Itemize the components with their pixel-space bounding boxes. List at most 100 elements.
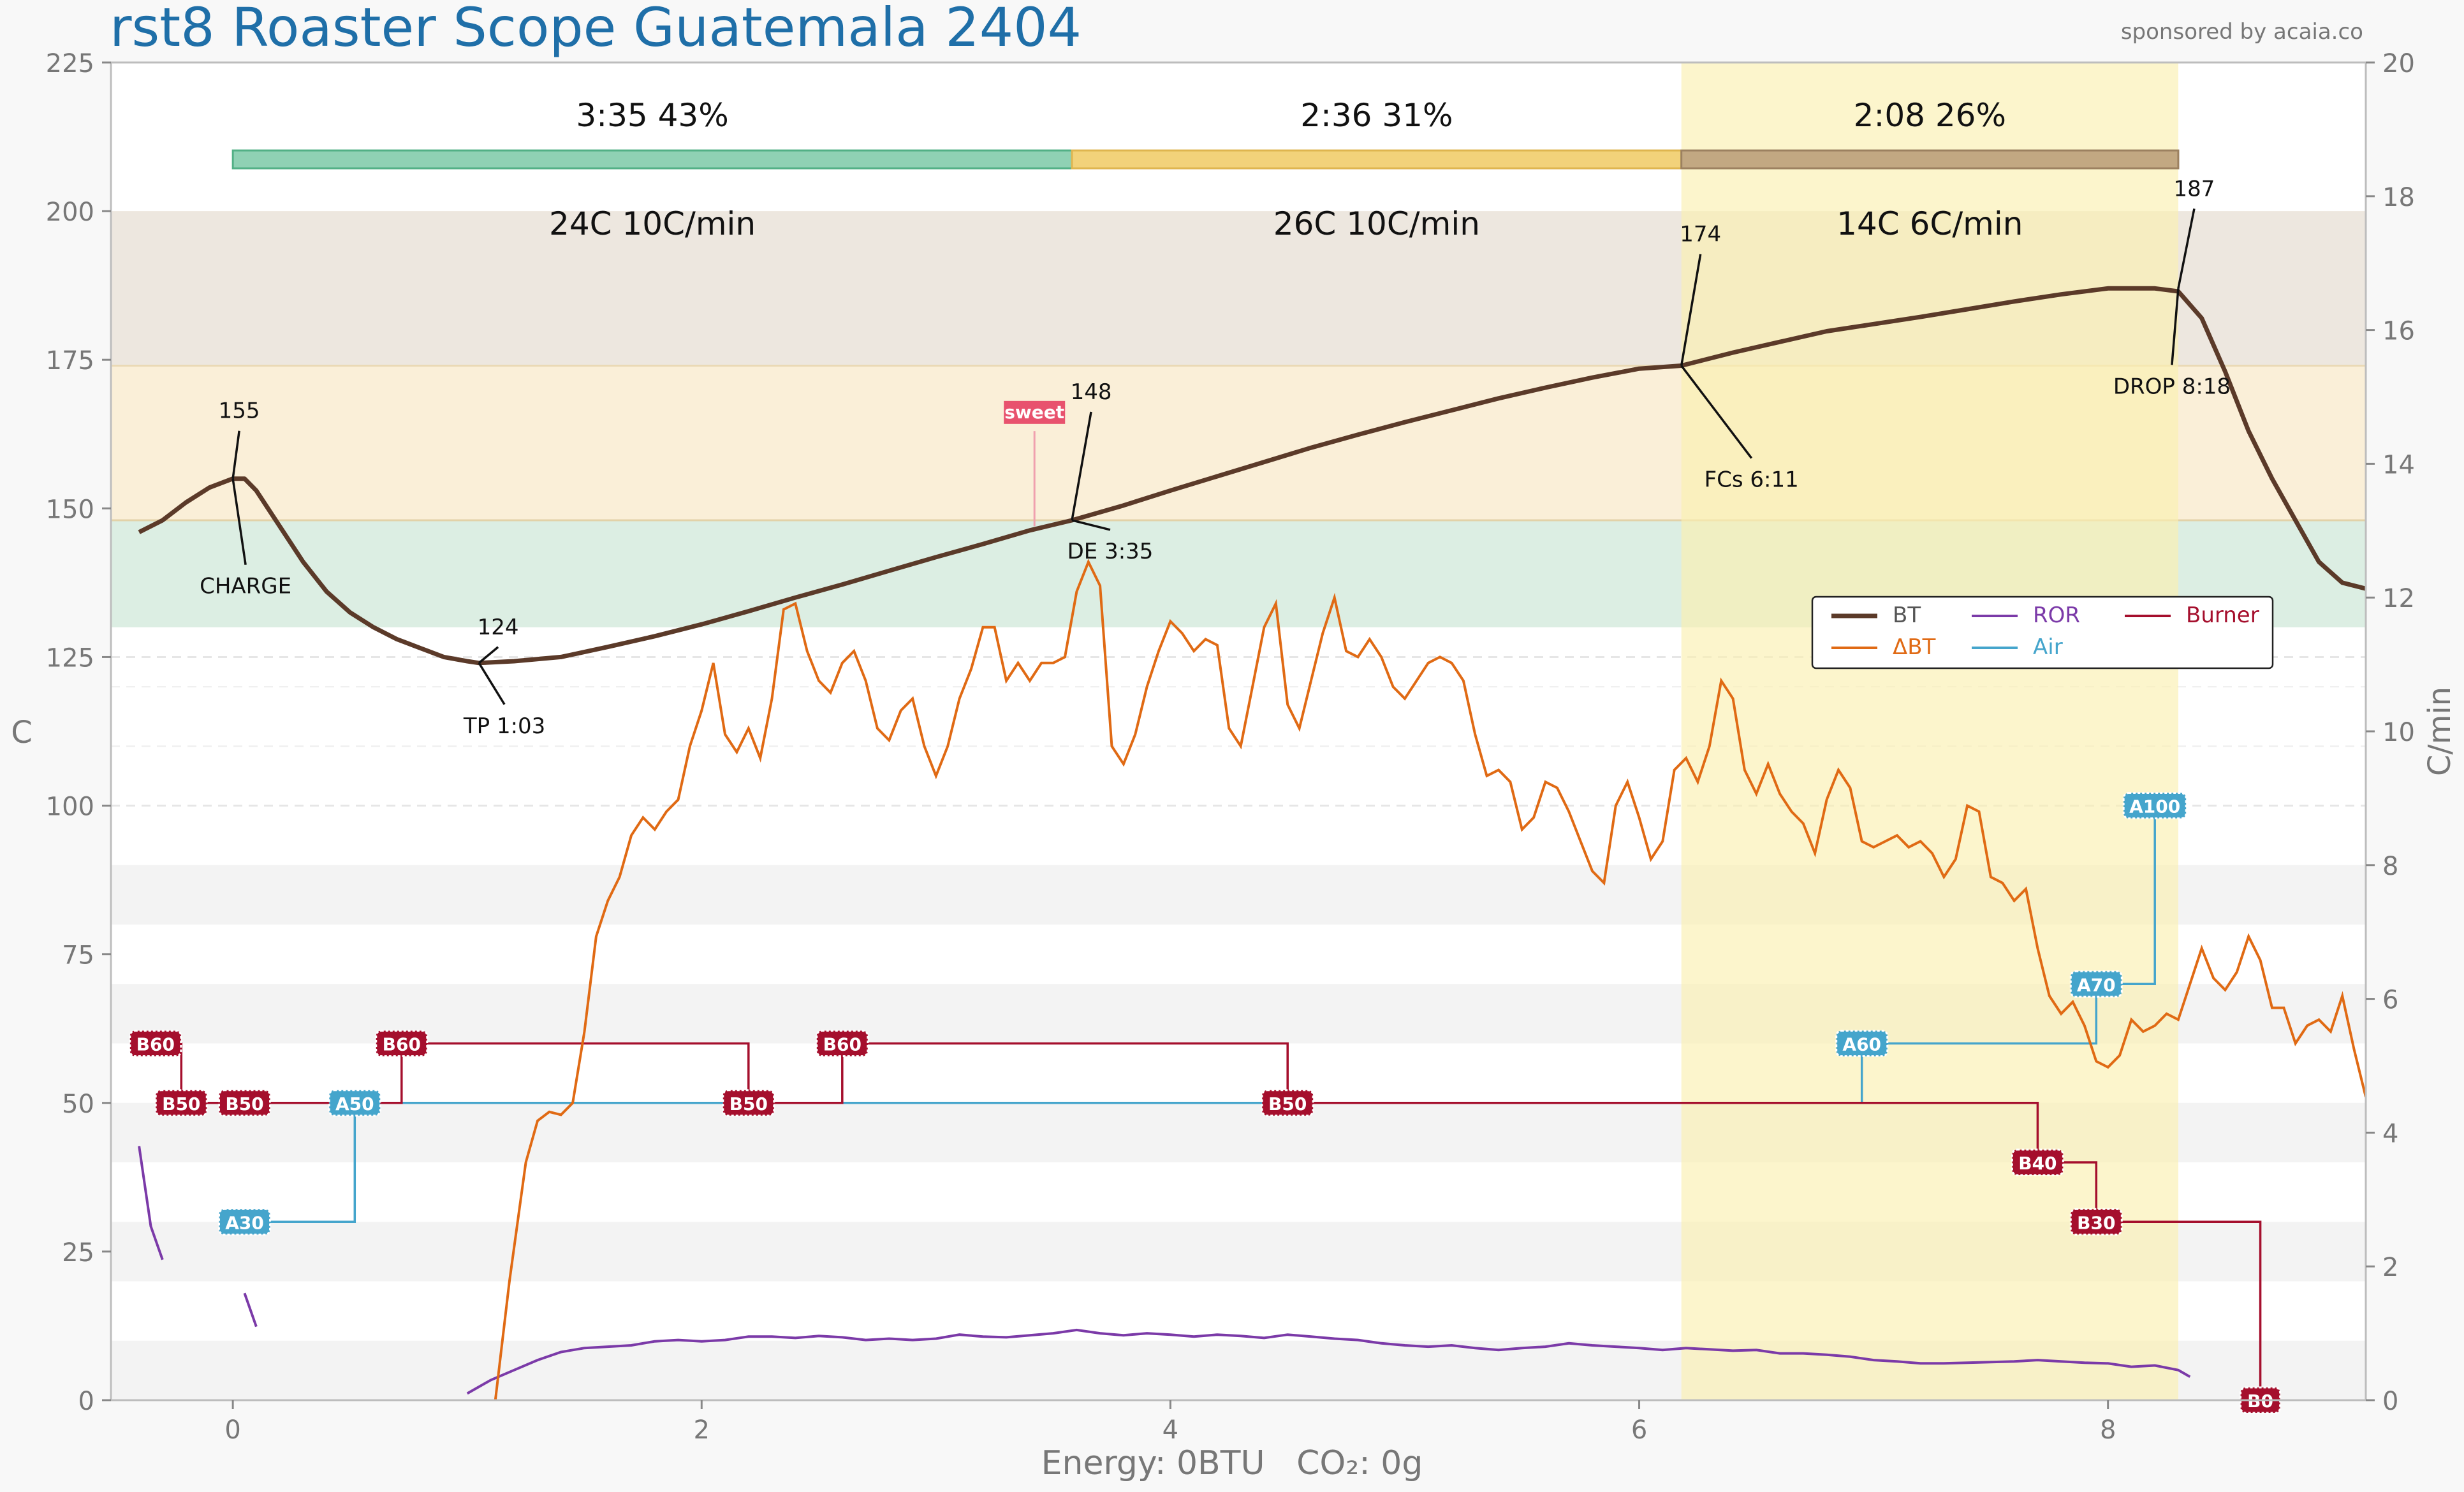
y-tick-label: 150 [46, 495, 94, 524]
y2-tick-label: 6 [2382, 986, 2398, 1015]
y2-tick-label: 2 [2382, 1253, 2398, 1282]
event-value: 174 [1680, 222, 1721, 247]
phase-time-label: 2:08 26% [1854, 97, 2006, 134]
setting-tag [129, 1030, 182, 1058]
bt-line [138, 286, 2366, 666]
y2-tick-label: 12 [2382, 584, 2415, 613]
phase-bar-segment [1071, 149, 1683, 170]
event-leader-down [478, 662, 506, 705]
ror-line [466, 1328, 2191, 1395]
event-value: 124 [478, 615, 519, 640]
setting-tag [2011, 1148, 2064, 1176]
phase-bar-segment [1680, 149, 2180, 170]
y2-tick-label: 16 [2382, 317, 2415, 346]
development-window [1681, 62, 2178, 1400]
setting-tag-label: A60 [1842, 1034, 1881, 1055]
x-tick-label: 2 [694, 1415, 710, 1445]
y-tick-label: 125 [46, 643, 94, 673]
temperature-bands [111, 62, 2366, 1400]
sponsor-link[interactable]: sponsored by acaia.co [2120, 19, 2363, 45]
legend-label: Air [2033, 634, 2063, 660]
setting-tag [2122, 792, 2187, 820]
setting-tag-label: A50 [335, 1093, 374, 1115]
setting-tag-label: B30 [2077, 1212, 2115, 1233]
setting-tag [218, 1089, 272, 1117]
setting-tag-label: A30 [225, 1212, 264, 1233]
x-tick-label: 4 [1162, 1415, 1178, 1445]
event-leader-down [2171, 288, 2180, 365]
setting-tag [722, 1089, 775, 1117]
y-tick-label: 100 [46, 793, 94, 822]
event-leader-up [2177, 208, 2196, 289]
sweet-marker-box [1004, 400, 1066, 424]
legend-label: ΔBT [1893, 634, 1936, 660]
event-markers: sweet 155 CHARGE 124 TP 1:03 148 DE 3:35 174 FCs… [129, 176, 2282, 1414]
y-tick-label: 225 [46, 49, 94, 78]
setting-tag-label: B50 [730, 1093, 768, 1115]
setting-tag-label: B50 [225, 1093, 263, 1115]
legend-label: Burner [2186, 603, 2259, 628]
event-label: TP 1:03 [463, 713, 545, 739]
y-tick-label: 25 [62, 1238, 94, 1268]
x-tick-label: 8 [2100, 1415, 2116, 1445]
event-value: 187 [2173, 176, 2215, 201]
event-leader-up [231, 430, 240, 479]
phase-time-label: 3:35 43% [576, 97, 728, 134]
axes: 0 25 50 75 100 125 150 175 200 225 0 2 4 6 8 10 12 14 16 18… [11, 49, 2458, 1445]
phase-rate-label: 24C 10C/min [549, 205, 756, 242]
setting-tag-label: B40 [2018, 1153, 2057, 1174]
setting-tag-label: B50 [1268, 1093, 1307, 1115]
y2-tick-label: 0 [2382, 1387, 2398, 1416]
x-tick-label: 6 [1631, 1415, 1647, 1445]
legend: BT ROR Burner ΔBT Air [1811, 596, 2274, 669]
legend-label: ROR [2033, 603, 2080, 628]
setting-tag [1835, 1030, 1889, 1058]
event-label: DE 3:35 [1067, 539, 1154, 564]
x-tick-label: 0 [224, 1415, 240, 1445]
event-leader-up [1680, 254, 1702, 366]
phase-bar-segment [231, 149, 1073, 170]
event-label: DROP 8:18 [2113, 374, 2231, 399]
setting-tag-label: B60 [383, 1034, 421, 1055]
y2-tick-label: 18 [2382, 183, 2415, 212]
y2-axis-label: C/min [2422, 687, 2458, 776]
ror-line [243, 1292, 258, 1327]
setting-tag [218, 1208, 272, 1236]
event-label: FCs 6:11 [1705, 467, 1799, 493]
event-leader-down [231, 478, 247, 565]
setting-tag-label: B50 [162, 1093, 200, 1115]
event-leader-down [1071, 519, 1111, 531]
setting-tag [2069, 1208, 2123, 1236]
y-tick-label: 75 [62, 941, 94, 970]
legend-label: BT [1893, 603, 1921, 628]
co2-value: CO₂: 0g [1296, 1444, 1423, 1482]
footer-energy: Energy: 0BTU CO₂: 0g [0, 1444, 2464, 1482]
y2-tick-label: 20 [2382, 49, 2415, 78]
delta-bt-line [494, 559, 2366, 1400]
y2-tick-label: 14 [2382, 450, 2415, 479]
y2-tick-label: 10 [2382, 718, 2415, 747]
phase-bar: 3:35 43% 24C 10C/min 2:36 31% 26C 10C/min 2:… [231, 97, 2180, 242]
event-label: CHARGE [200, 574, 291, 599]
setting-tag [154, 1089, 208, 1117]
setting-tag-label: A70 [2077, 974, 2116, 995]
event-leader-up [1071, 411, 1092, 521]
setting-tag-label: B60 [136, 1034, 175, 1055]
phase-rate-label: 14C 6C/min [1837, 205, 2023, 242]
y-tick-label: 200 [46, 198, 94, 227]
setting-tag [1261, 1089, 1314, 1117]
setting-tag-label: A100 [2129, 796, 2180, 817]
ror-line [138, 1146, 164, 1261]
event-value: 155 [219, 399, 260, 424]
phase-time-label: 2:36 31% [1300, 97, 1453, 134]
event-value: 148 [1071, 379, 1112, 405]
sweet-marker-label: sweet [1004, 402, 1064, 423]
setting-tag [328, 1089, 381, 1117]
y2-tick-label: 8 [2382, 852, 2398, 881]
event-leader-up [478, 646, 499, 664]
y-tick-label: 50 [62, 1090, 94, 1119]
y2-tick-label: 4 [2382, 1119, 2398, 1148]
y-tick-label: 175 [46, 346, 94, 376]
event-leader-down [1680, 365, 1753, 459]
